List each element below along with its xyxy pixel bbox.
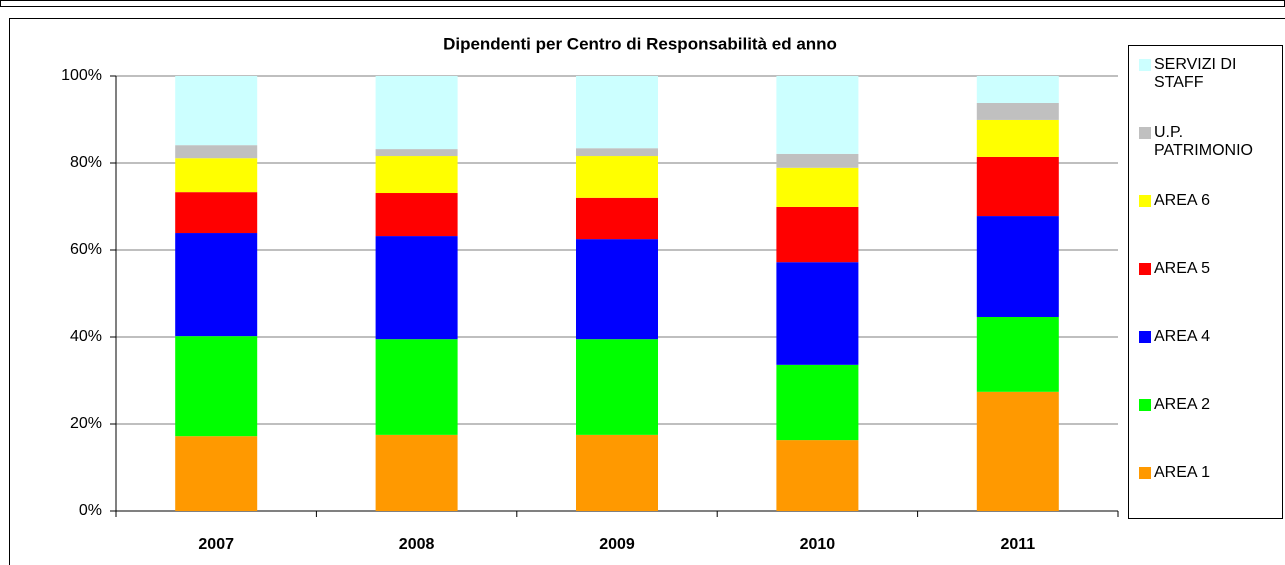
bar-segment [576,156,658,198]
bar-segment [776,76,859,154]
x-tick-label: 2010 [800,536,836,553]
legend-label: U.P. PATRIMONIO [1154,124,1253,159]
bar-segment [175,158,258,193]
legend-label: AREA 2 [1154,396,1211,413]
legend: AREA 1 AREA 2 AREA 4 AREA 5 AREA 6 U.P. PATRI… [1128,45,1283,519]
legend-item: AREA 6 [1139,192,1279,210]
bar-segment [776,262,859,365]
legend-swatch [1139,331,1151,343]
bar-segment [976,316,1059,392]
bar-segment [175,233,258,337]
legend-swatch [1139,263,1151,275]
bar-segment [375,76,458,150]
legend-item: U.P. PATRIMONIO [1139,124,1279,160]
bar-segment [776,440,859,511]
bar-segment [976,102,1059,120]
legend-label: AREA 4 [1154,328,1211,345]
x-tick-label: 2008 [399,536,435,553]
bar-segment [576,239,658,340]
bar-segment [375,339,458,435]
legend-item: AREA 4 [1139,328,1279,346]
y-tick-label: 20% [70,415,102,432]
bar-segment [976,76,1059,103]
y-tick-label: 80% [70,154,102,171]
bar-segment [175,436,258,511]
bar-segment [776,206,859,263]
bar-segment [375,434,458,511]
legend-item: AREA 5 [1139,260,1279,278]
x-tick-label: 2007 [198,536,234,553]
bar-segment [976,391,1059,511]
legend-label: SERVIZI DI STAFF [1154,56,1237,91]
bar-segment [976,156,1059,217]
y-tick-label: 60% [70,241,102,258]
bar-segment [375,193,458,237]
legend-swatch [1139,195,1151,207]
chart-title: Dipendenti per Centro di Responsabilità … [443,34,837,53]
legend-item: AREA 2 [1139,396,1279,414]
bar-segment [776,364,859,441]
y-tick-label: 100% [61,67,102,84]
chart-frame [9,18,1285,565]
x-tick-label: 2009 [599,536,635,553]
legend-label: AREA 5 [1154,260,1211,277]
legend-label: AREA 6 [1154,192,1211,209]
bar-segment [576,197,658,240]
bar-segment [576,148,658,157]
bar-segment [976,119,1059,157]
legend-swatch [1139,59,1151,71]
legend-swatch [1139,467,1151,479]
legend-label: AREA 1 [1154,464,1211,481]
bar-segment [776,167,859,207]
bar-segment [576,339,658,435]
legend-item: SERVIZI DI STAFF [1139,56,1279,92]
bar-segment [375,156,458,194]
bar-segment [375,236,458,340]
bar-segment [776,153,859,168]
bar-segment [175,192,258,234]
bar-segment [375,149,458,157]
legend-item: AREA 1 [1139,464,1279,482]
y-tick-label: 40% [70,328,102,345]
legend-swatch [1139,399,1151,411]
bar-segment [976,216,1059,317]
top-frame [0,0,1285,7]
bar-segment [175,145,258,159]
x-tick-label: 2011 [1000,536,1035,553]
y-tick-label: 0% [79,502,102,519]
bar-segment [576,76,658,149]
bar-segment [175,336,258,437]
bar-segment [576,434,658,511]
bar-segment [175,76,258,146]
legend-swatch [1139,127,1151,139]
